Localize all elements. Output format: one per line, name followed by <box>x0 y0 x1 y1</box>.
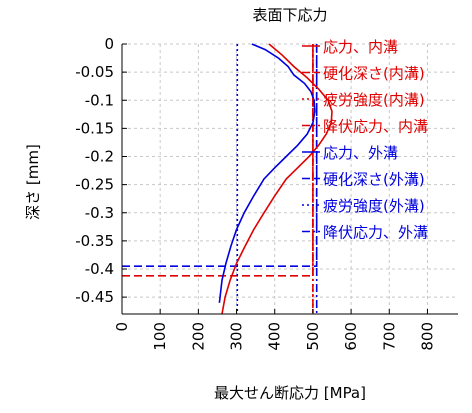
legend-label: 応力、外溝 <box>323 144 398 162</box>
y-tick-label: -0.15 <box>75 119 114 137</box>
series-group <box>122 43 333 315</box>
y-tick-label: -0.35 <box>75 232 114 250</box>
y-tick-label: 0 <box>104 35 114 53</box>
series-line <box>122 44 318 267</box>
y-axis-label: 深さ [mm] <box>24 144 42 220</box>
legend-label: 硬化深さ(外溝) <box>323 171 425 189</box>
y-tick-label: -0.45 <box>75 288 114 306</box>
chart-title: 表面下応力 <box>252 6 327 24</box>
y-tick-label: -0.25 <box>75 176 114 194</box>
y-tick-label: -0.2 <box>85 148 114 166</box>
series-line <box>221 43 333 315</box>
legend-label: 硬化深さ(内溝) <box>323 65 425 83</box>
x-tick-label: 100 <box>151 322 169 351</box>
x-tick-label: 400 <box>266 322 284 351</box>
x-tick-label: 200 <box>189 322 207 351</box>
series-line <box>122 44 314 277</box>
legend-label: 応力、内溝 <box>323 38 398 56</box>
x-axis-label: 最大せん断応力 [MPa] <box>214 384 366 402</box>
x-tick-label: 800 <box>418 322 436 351</box>
y-tick-label: -0.05 <box>75 63 114 81</box>
grid <box>121 43 458 314</box>
legend-label: 疲労強度(内溝) <box>323 91 425 109</box>
y-tick-label: -0.1 <box>85 91 114 109</box>
axes: 0 100 200 300 400 500 600 700 800 0 -0.05 -0.1 -0.15… <box>75 35 458 351</box>
legend-label: 疲労強度(外溝) <box>323 197 425 215</box>
x-tick-label: 600 <box>342 322 360 351</box>
x-tick-label: 0 <box>113 322 131 332</box>
y-tick-label: -0.3 <box>85 204 114 222</box>
series-line <box>218 43 316 303</box>
legend-label: 降伏応力、内溝 <box>323 118 428 136</box>
x-tick-label: 500 <box>304 322 322 351</box>
y-tick-label: -0.4 <box>85 260 114 278</box>
x-tick-label: 700 <box>380 322 398 351</box>
x-tick-label: 300 <box>228 322 246 351</box>
legend-label: 降伏応力、外溝 <box>323 224 428 242</box>
